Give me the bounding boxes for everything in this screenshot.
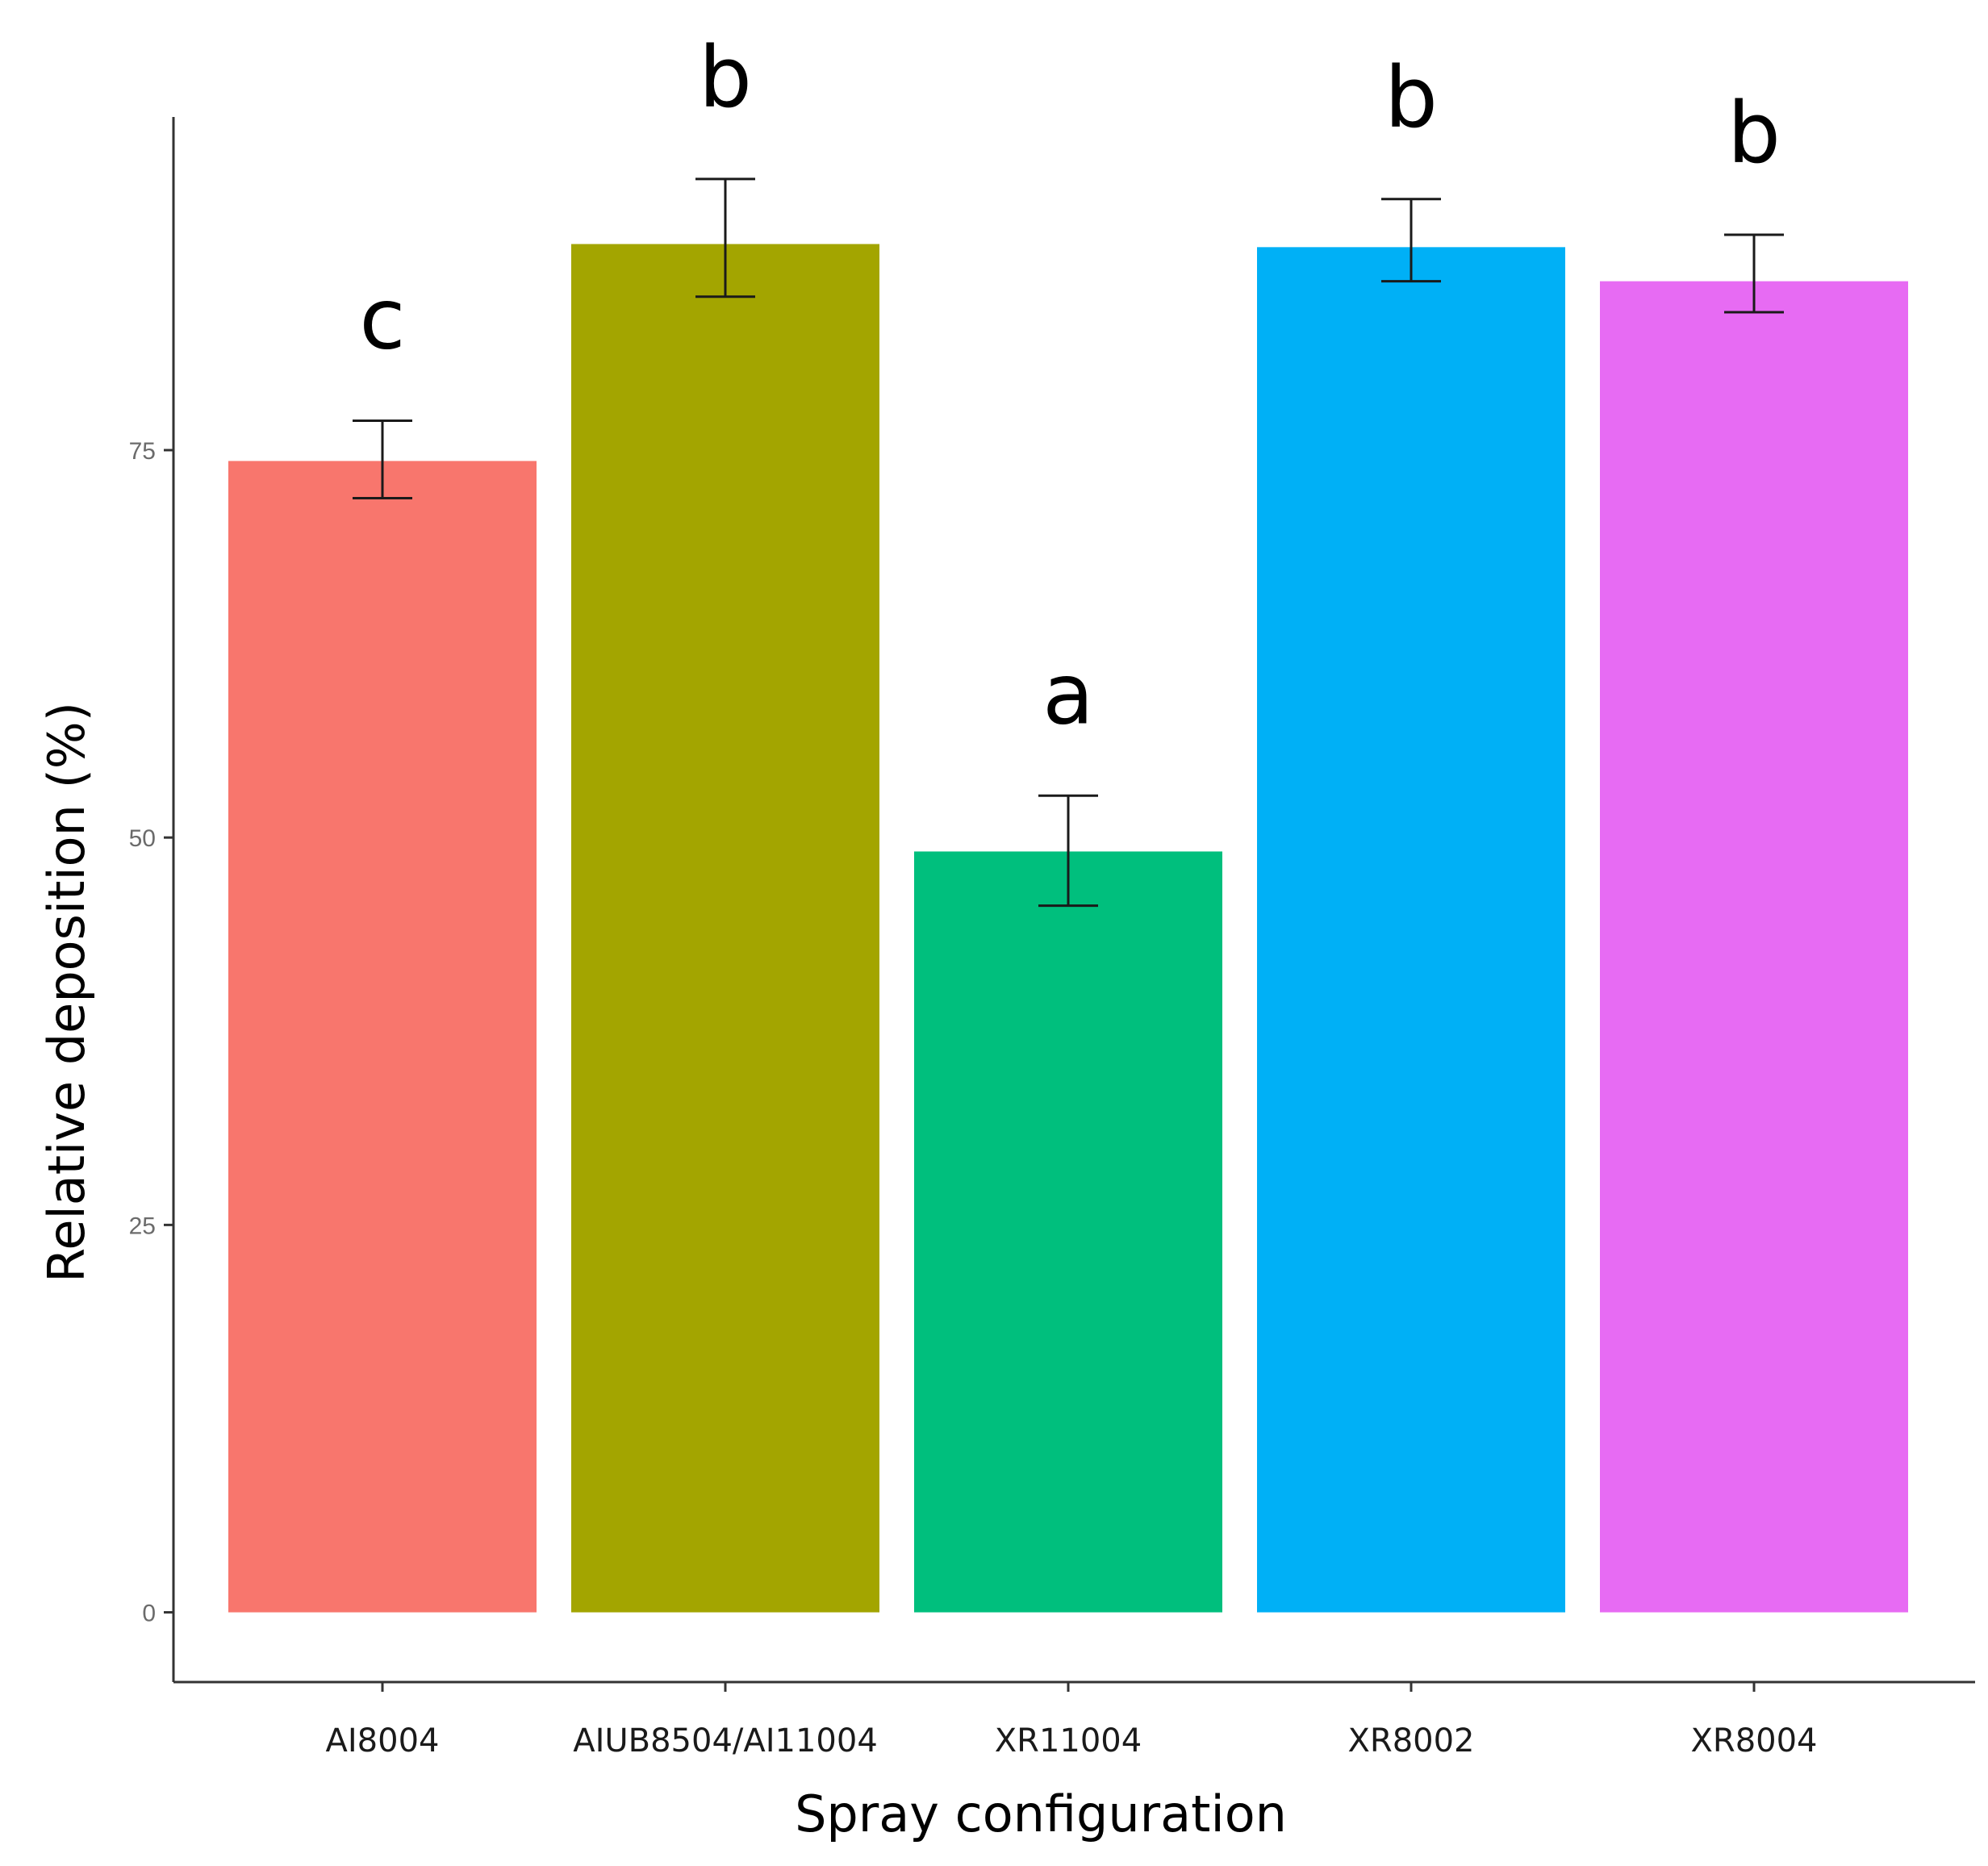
x-tick-label: XR8004 xyxy=(1691,1722,1818,1760)
bar-ai8004 xyxy=(228,461,537,1613)
y-tick-label: 50 xyxy=(129,825,156,852)
x-tick-label: AIUB8504/AI11004 xyxy=(573,1722,878,1760)
error-bars-layer xyxy=(353,177,1784,908)
y-tick-label: 0 xyxy=(142,1601,156,1627)
significance-letters-layer: c b a b b xyxy=(359,28,1781,743)
error-bar-xr11004 xyxy=(1038,794,1098,908)
y-tick-label: 75 xyxy=(129,438,156,465)
bar-xr8002 xyxy=(1257,247,1565,1613)
y-tick-label: 25 xyxy=(129,1213,156,1239)
bar-xr11004 xyxy=(914,851,1222,1613)
x-axis-title: Spray configuration xyxy=(795,1785,1287,1843)
bar-aiub8504-ai11004 xyxy=(571,244,879,1613)
bar-xr8004 xyxy=(1600,281,1908,1613)
significance-letter-xr8002: b xyxy=(1384,48,1438,147)
axes-layer: 0 25 50 75 AI8004 AIUB8504/AI11004 XR11004 XR80… xyxy=(129,117,1975,1760)
x-tick-label: XR8002 xyxy=(1348,1722,1475,1760)
error-bar-xr8002 xyxy=(1381,198,1441,283)
significance-letter-xr11004: a xyxy=(1042,645,1094,743)
significance-letter-xr8004: b xyxy=(1727,84,1781,182)
significance-letter-ai8004: c xyxy=(359,269,405,368)
x-tick-label: XR11004 xyxy=(995,1722,1142,1760)
error-bar-ai8004 xyxy=(353,419,412,500)
bars-layer xyxy=(228,244,1908,1613)
error-bar-aiub8504-ai11004 xyxy=(695,177,755,298)
axis-titles-layer: Spray configuration Relative deposition … xyxy=(37,702,1287,1843)
error-bar-xr8004 xyxy=(1724,233,1784,314)
x-tick-label: AI8004 xyxy=(326,1722,440,1760)
y-axis-title: Relative deposition (%) xyxy=(37,702,96,1283)
significance-letter-aiub8504-ai11004: b xyxy=(699,28,752,127)
